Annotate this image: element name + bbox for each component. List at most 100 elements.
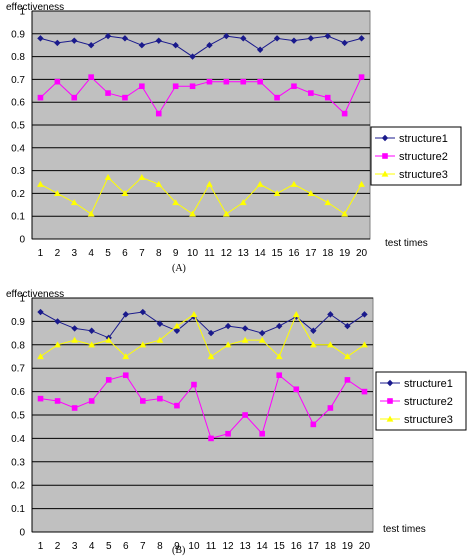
data-point-structure2 bbox=[172, 83, 179, 90]
data-point-structure2 bbox=[327, 405, 334, 411]
data-point-structure3 bbox=[275, 353, 283, 360]
x-tick-label: 7 bbox=[139, 248, 145, 259]
x-tick-label: 4 bbox=[89, 541, 95, 552]
x-tick-label: 20 bbox=[359, 541, 371, 552]
data-point-structure3 bbox=[37, 353, 44, 360]
legend-marker bbox=[386, 415, 394, 422]
data-point-structure2 bbox=[191, 381, 197, 388]
data-point-structure1 bbox=[104, 32, 112, 40]
legend-marker bbox=[381, 170, 389, 177]
data-point-structure1 bbox=[138, 42, 146, 49]
x-tick-label: 18 bbox=[322, 248, 334, 259]
data-point-structure3 bbox=[172, 199, 180, 206]
y-tick-label: 0.7 bbox=[11, 364, 25, 375]
x-tick-label: 16 bbox=[291, 541, 303, 552]
data-point-structure1 bbox=[290, 37, 298, 44]
data-point-structure1 bbox=[172, 42, 179, 49]
y-tick-label: 0 bbox=[19, 235, 25, 246]
data-point-structure3 bbox=[206, 180, 213, 187]
data-point-structure1 bbox=[54, 318, 61, 325]
data-point-structure2 bbox=[276, 372, 283, 379]
legend-marker bbox=[387, 398, 393, 404]
y-axis-title: effectiveness bbox=[6, 289, 64, 300]
data-point-structure2 bbox=[139, 83, 145, 90]
x-tick-label: 14 bbox=[255, 248, 267, 259]
data-point-structure2 bbox=[308, 90, 314, 96]
y-tick-label: 0.2 bbox=[11, 189, 25, 200]
data-point-structure1 bbox=[307, 35, 315, 42]
data-point-structure3 bbox=[70, 199, 78, 206]
chart-panel-a: effectiveness test times (A) 0 0.1 0.2 0.3 0… bbox=[6, 2, 462, 274]
data-point-structure1 bbox=[358, 35, 365, 42]
x-tick-label: 9 bbox=[174, 541, 180, 552]
y-tick-label: 0.5 bbox=[11, 411, 25, 422]
data-point-structure1 bbox=[71, 37, 78, 44]
x-tick-label: 9 bbox=[173, 248, 179, 259]
data-point-structure1 bbox=[310, 327, 317, 334]
y-tick-label: 0.4 bbox=[11, 434, 25, 445]
y-tick-label: 0.4 bbox=[11, 143, 25, 154]
data-point-structure3 bbox=[189, 210, 196, 217]
data-point-structure3 bbox=[88, 341, 96, 348]
x-tick-label: 11 bbox=[206, 541, 217, 552]
legend-label: structure3 bbox=[404, 414, 453, 426]
data-point-structure1 bbox=[256, 46, 264, 53]
data-point-structure2 bbox=[88, 74, 94, 80]
data-point-structure3 bbox=[71, 336, 79, 343]
x-tick-label: 4 bbox=[88, 248, 94, 259]
data-point-structure3 bbox=[173, 322, 181, 329]
data-point-structure2 bbox=[223, 78, 230, 85]
y-tick-label: 1 bbox=[19, 7, 25, 18]
data-point-structure1 bbox=[54, 39, 61, 47]
y-tick-label: 0.3 bbox=[11, 457, 25, 468]
data-point-structure1 bbox=[240, 35, 247, 42]
data-point-structure3 bbox=[324, 199, 332, 206]
x-tick-label: 10 bbox=[187, 248, 199, 259]
y-tick-label: 0 bbox=[19, 528, 25, 539]
data-point-structure2 bbox=[174, 402, 180, 409]
x-tick-label: 1 bbox=[38, 248, 44, 259]
x-tick-label: 18 bbox=[325, 541, 337, 552]
data-point-structure2 bbox=[208, 435, 214, 442]
data-point-structure3 bbox=[190, 310, 198, 317]
data-point-structure1 bbox=[361, 311, 368, 318]
x-tick-label: 13 bbox=[238, 248, 250, 259]
data-point-structure2 bbox=[257, 78, 263, 85]
data-point-structure3 bbox=[156, 336, 164, 343]
x-tick-label: 3 bbox=[72, 541, 78, 552]
y-tick-label: 0.9 bbox=[11, 317, 25, 328]
chart-caption: (B) bbox=[172, 545, 185, 556]
data-point-structure3 bbox=[207, 353, 215, 360]
data-point-structure2 bbox=[274, 94, 280, 101]
data-point-structure2 bbox=[88, 398, 95, 404]
data-point-structure2 bbox=[293, 386, 300, 393]
x-tick-label: 2 bbox=[55, 248, 61, 259]
data-point-structure1 bbox=[37, 35, 44, 42]
x-tick-label: 7 bbox=[140, 541, 146, 552]
data-point-structure2 bbox=[225, 430, 231, 437]
x-tick-label: 1 bbox=[38, 541, 44, 552]
y-tick-label: 0.6 bbox=[11, 387, 25, 398]
x-tick-label: 8 bbox=[156, 248, 162, 259]
y-tick-label: 0.8 bbox=[11, 340, 25, 351]
data-point-structure2 bbox=[71, 405, 78, 411]
data-point-structure2 bbox=[140, 398, 146, 404]
y-tick-label: 0.7 bbox=[11, 75, 25, 86]
data-point-structure3 bbox=[290, 180, 298, 187]
x-tick-label: 15 bbox=[274, 541, 286, 552]
data-point-structure2 bbox=[71, 94, 78, 101]
series-line-structure1 bbox=[40, 311, 365, 339]
y-tick-label: 0.3 bbox=[11, 166, 25, 177]
data-point-structure2 bbox=[310, 421, 317, 428]
legend-label: structure1 bbox=[399, 133, 448, 145]
legend: structure1 structure2 structure3 bbox=[375, 371, 467, 431]
data-point-structure3 bbox=[105, 336, 113, 343]
data-point-structure3 bbox=[239, 199, 247, 206]
data-point-structure1 bbox=[87, 42, 95, 49]
data-point-structure3 bbox=[155, 180, 163, 187]
data-point-structure2 bbox=[54, 78, 61, 85]
y-tick-label: 1 bbox=[19, 294, 25, 305]
data-point-structure2 bbox=[157, 395, 163, 402]
data-point-structure1 bbox=[155, 37, 162, 44]
x-tick-label: 6 bbox=[122, 248, 128, 259]
